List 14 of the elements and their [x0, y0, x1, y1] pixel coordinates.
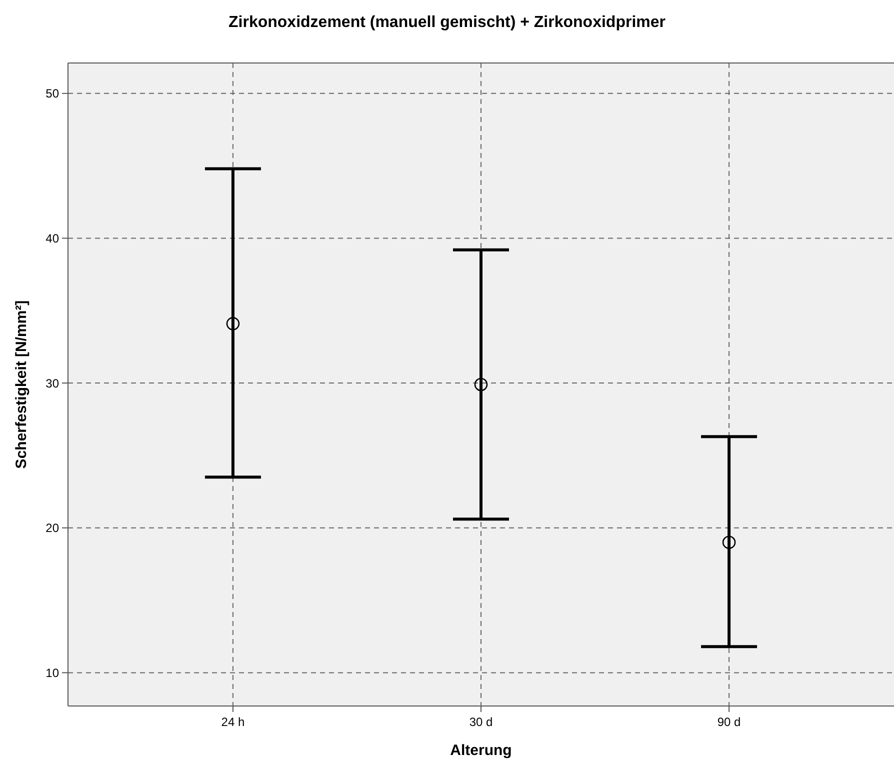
x-tick-label: 30 d — [469, 715, 493, 729]
x-tick-label: 90 d — [717, 715, 741, 729]
y-tick-label: 50 — [46, 86, 60, 101]
y-axis-title: Scherfestigkeit [N/mm²] — [13, 300, 30, 469]
y-tick-label: 20 — [46, 521, 60, 536]
point — [474, 378, 488, 392]
y-tick-label: 40 — [46, 231, 60, 246]
chart-title: Zirkonoxidzement (manuell gemischt) + Zirkonoxidprimer — [228, 14, 666, 31]
point — [722, 536, 736, 550]
x-tick-label: 24 h — [221, 715, 245, 729]
y-tick-label: 30 — [46, 376, 60, 390]
x-axis-title: Alterung — [450, 742, 512, 759]
point — [226, 317, 240, 330]
y-tick-label: 10 — [46, 666, 60, 680]
